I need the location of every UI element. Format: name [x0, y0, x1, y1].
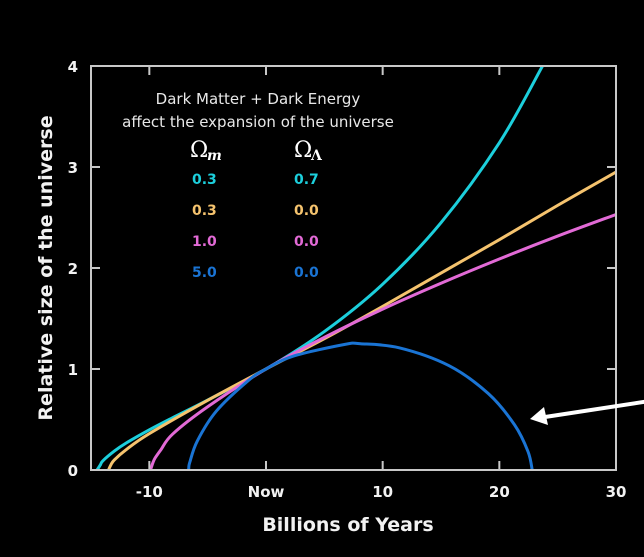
legend-omega-m-value: 0.3	[192, 172, 217, 188]
legend-omega-lambda-value: 0.0	[294, 265, 319, 281]
legend-header-omega-m: Ω	[190, 138, 208, 163]
legend-omega-m-value: 1.0	[192, 234, 217, 250]
legend-header-sub-lambda: Λ	[310, 148, 323, 164]
arrow	[530, 399, 644, 425]
legend-header-omega-lambda: Ω	[294, 138, 312, 163]
y-tick-label: 0	[68, 462, 78, 480]
legend-omega-lambda-value: 0.7	[294, 172, 319, 188]
x-axis-title: Billions of Years	[262, 514, 433, 536]
y-axis-title: Relative size of the universe	[35, 115, 57, 420]
annotation-line-1: Dark Matter + Dark Energy	[156, 90, 361, 108]
legend: Ω m Ω Λ 0.3 0.7 0.3 0.0 1.0 0.0 5.0 0.0	[190, 138, 323, 281]
y-tick-label: 1	[68, 361, 78, 379]
legend-omega-lambda-value: 0.0	[294, 234, 319, 250]
x-tick-label: -10	[136, 483, 163, 501]
ticks: -10 Now 10 20 30 0 1 2 3 4	[68, 58, 627, 501]
legend-omega-m-value: 0.3	[192, 203, 217, 219]
x-tick-label: 20	[489, 483, 510, 501]
annotation-line-2: affect the expansion of the universe	[122, 113, 394, 131]
x-tick-label: Now	[248, 483, 285, 501]
x-tick-label: 10	[372, 483, 393, 501]
arrow-head-icon	[530, 407, 548, 425]
y-tick-label: 2	[68, 260, 78, 278]
x-tick-label: 30	[606, 483, 627, 501]
y-tick-label: 4	[68, 58, 78, 76]
series-line-3	[187, 341, 534, 470]
y-tick-label: 3	[68, 159, 78, 177]
legend-omega-m-value: 5.0	[192, 265, 217, 281]
curves	[95, 66, 616, 470]
series-line-2	[149, 213, 616, 470]
legend-omega-lambda-value: 0.0	[294, 203, 319, 219]
legend-header-sub-m: m	[207, 148, 222, 164]
arrow-shaft	[544, 399, 644, 419]
